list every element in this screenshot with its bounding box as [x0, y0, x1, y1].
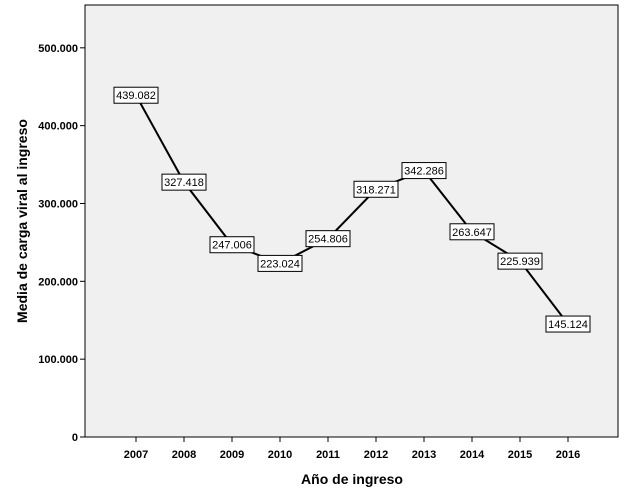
x-tick-label: 2007	[124, 449, 148, 461]
y-tick-label: 500.000	[38, 43, 78, 55]
series-layer	[135, 94, 569, 325]
data-label: 225.939	[497, 252, 543, 270]
data-label-box	[401, 162, 447, 180]
y-tick-label: 0	[72, 432, 78, 444]
data-label-text: 342.286	[404, 166, 444, 178]
data-label: 145.124	[545, 315, 591, 333]
data-label-text: 223.024	[260, 258, 300, 270]
x-tick-label: 2012	[364, 449, 388, 461]
y-tick-label: 400.000	[38, 121, 78, 133]
y-axis-title: Media de carga viral al ingreso	[14, 119, 30, 323]
data-label-text: 318.271	[356, 184, 396, 196]
series-line	[135, 94, 569, 325]
data-label-box	[305, 230, 351, 248]
x-tick-label: 2013	[412, 449, 436, 461]
data-label-box	[545, 315, 591, 333]
data-label: 318.271	[353, 180, 399, 198]
data-label-box	[449, 223, 495, 241]
data-label-text: 263.647	[452, 227, 492, 239]
data-label-box	[161, 173, 207, 191]
data-label-text: 327.418	[164, 177, 204, 189]
data-label: 223.024	[257, 254, 303, 272]
data-label: 342.286	[401, 162, 447, 180]
x-axis-title: Año de ingreso	[301, 471, 403, 487]
data-label-box	[497, 252, 543, 270]
x-tick-label: 2009	[220, 449, 244, 461]
data-label-text: 145.124	[548, 319, 588, 331]
x-tick-label: 2010	[268, 449, 292, 461]
data-label-box	[209, 236, 255, 254]
x-tick-label: 2016	[556, 449, 580, 461]
data-label-box	[353, 180, 399, 198]
x-tick-label: 2011	[316, 449, 340, 461]
data-label-box	[257, 254, 303, 272]
data-labels: 439.082 327.418 247.006 223.024 254.806 318.2…	[113, 86, 591, 333]
data-label-box	[113, 86, 159, 104]
data-label: 247.006	[209, 236, 255, 254]
data-label: 254.806	[305, 230, 351, 248]
y-tick-label: 100.000	[38, 354, 78, 366]
y-axis: 0 100.000 200.000 300.000 400.000 500.000	[38, 43, 85, 444]
data-label-text: 254.806	[308, 234, 348, 246]
data-label-text: 439.082	[116, 90, 156, 102]
data-label: 263.647	[449, 223, 495, 241]
x-axis: 2007 2008 2009 2010 2011 2012 2013 2014 2015 2016	[124, 437, 580, 461]
data-label-text: 225.939	[500, 256, 540, 268]
y-tick-label: 200.000	[38, 276, 78, 288]
x-tick-label: 2014	[460, 449, 485, 461]
data-label-text: 247.006	[212, 240, 252, 252]
x-tick-label: 2008	[172, 449, 196, 461]
x-tick-label: 2015	[508, 449, 532, 461]
y-tick-label: 300.000	[38, 198, 78, 210]
data-label: 439.082	[113, 86, 159, 104]
data-label: 327.418	[161, 173, 207, 191]
plot-area	[84, 4, 619, 438]
